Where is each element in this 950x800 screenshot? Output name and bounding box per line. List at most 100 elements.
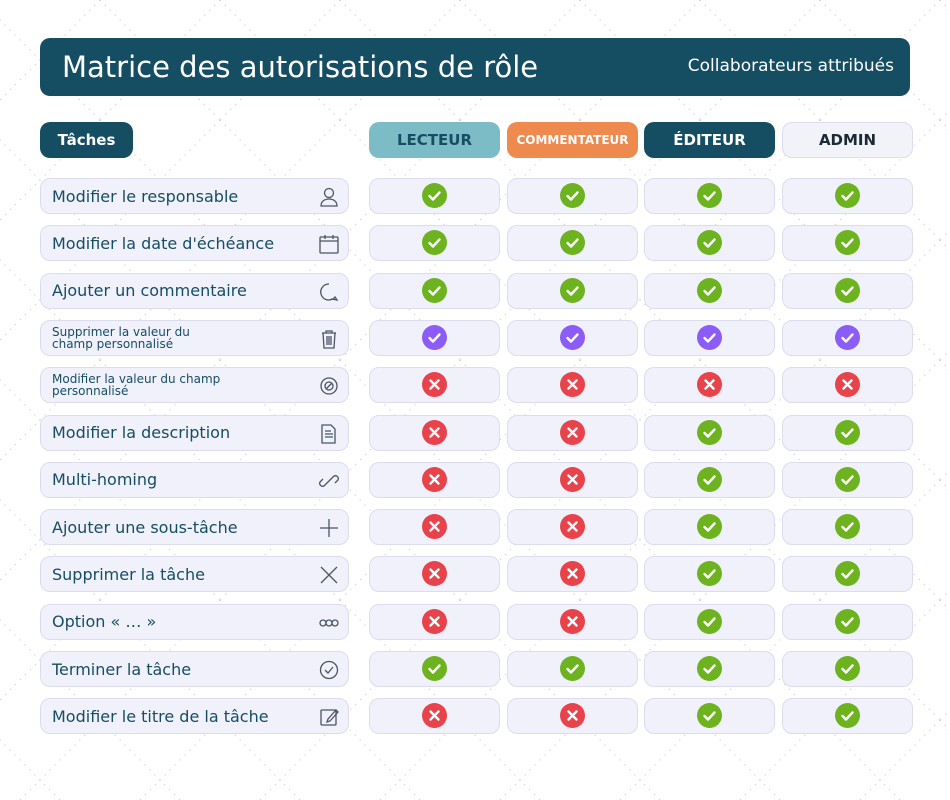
cross-icon xyxy=(696,372,722,398)
cross-icon xyxy=(421,466,447,492)
permission-cell xyxy=(507,556,638,593)
permission-cell xyxy=(644,367,775,404)
icon xyxy=(319,619,339,627)
icon xyxy=(320,709,339,726)
permission-cell xyxy=(507,367,638,404)
row-icon xyxy=(318,328,340,352)
check-icon xyxy=(834,608,860,634)
title: Matrice des autorisations de rôle xyxy=(62,50,539,84)
row-label: Multi-homing xyxy=(40,461,349,498)
check-icon xyxy=(696,703,722,729)
permission-cell xyxy=(369,178,500,214)
row-label-text: Ajouter un commentaire xyxy=(52,281,247,301)
cross-icon xyxy=(559,419,585,445)
permission-cell xyxy=(782,698,913,735)
check-icon xyxy=(421,230,447,256)
icon xyxy=(320,282,339,301)
icon xyxy=(320,519,338,538)
row-label: Modifier le responsable xyxy=(40,178,349,214)
row-label-text: Option « … » xyxy=(52,612,157,632)
check-icon xyxy=(834,230,860,256)
check-icon xyxy=(696,656,722,681)
permission-cell xyxy=(369,272,500,309)
permission-cell xyxy=(782,225,913,262)
check-icon xyxy=(559,277,585,303)
row-label: Modifier la description xyxy=(40,414,349,451)
row-icon xyxy=(318,470,340,496)
row-icon xyxy=(318,233,340,259)
permission-cell xyxy=(507,414,638,451)
permission-cell xyxy=(369,509,500,546)
permission-cell xyxy=(644,178,775,214)
permission-cell xyxy=(507,319,638,356)
corner-header: Tâches xyxy=(40,122,133,158)
icon xyxy=(320,187,338,207)
permission-cell xyxy=(782,178,913,214)
row-icon xyxy=(318,375,340,399)
row-label-text: Multi-homing xyxy=(52,470,158,490)
check-icon xyxy=(834,561,860,587)
cross-icon xyxy=(559,703,585,729)
permission-cell xyxy=(369,367,500,404)
check-icon xyxy=(696,183,722,208)
row-label: Supprimer la valeur du champ personnalis… xyxy=(40,319,349,356)
permission-cell xyxy=(369,698,500,735)
row-label-text: Supprimer la tâche xyxy=(52,564,205,584)
check-icon xyxy=(696,466,722,492)
row-icon xyxy=(318,423,340,449)
row-label-text: Ajouter une sous-tâche xyxy=(52,517,238,537)
permission-cell xyxy=(644,461,775,498)
check-icon xyxy=(421,277,447,303)
check-icon xyxy=(559,230,585,256)
permission-cell xyxy=(507,603,638,640)
permission-cell xyxy=(782,651,913,687)
check-icon xyxy=(559,324,585,350)
row-label: Modifier la date d'échéance xyxy=(40,225,349,262)
check-icon xyxy=(696,561,722,587)
permission-cell xyxy=(644,225,775,262)
check-icon xyxy=(834,277,860,303)
row-label-text: Modifier la description xyxy=(52,423,231,442)
row-icon xyxy=(318,517,340,543)
row-icon xyxy=(318,659,340,685)
permission-cell xyxy=(782,603,913,640)
cross-icon xyxy=(559,372,585,398)
check-icon xyxy=(421,183,447,208)
permission-cell xyxy=(782,414,913,451)
check-icon xyxy=(421,656,447,681)
icon xyxy=(319,474,339,487)
permission-cell xyxy=(644,272,775,309)
subtitle: Collaborateurs attribués xyxy=(687,56,894,76)
check-icon xyxy=(696,324,722,350)
icon xyxy=(320,566,338,584)
permission-cell xyxy=(782,319,913,356)
check-icon xyxy=(696,277,722,303)
permission-cell xyxy=(644,651,775,687)
cross-icon xyxy=(834,372,860,398)
permission-cell xyxy=(644,698,775,735)
permission-cell xyxy=(644,414,775,451)
check-icon xyxy=(559,183,585,208)
permission-cell xyxy=(369,225,500,262)
cross-icon xyxy=(421,514,447,540)
column-header: COMMENTATEUR xyxy=(507,122,638,158)
row-label-text: Modifier le responsable xyxy=(52,186,239,206)
header: Matrice des autorisations de rôle Collab… xyxy=(40,38,910,96)
check-icon xyxy=(834,514,860,540)
permission-cell xyxy=(644,556,775,593)
permission-cell xyxy=(644,603,775,640)
permission-cell xyxy=(507,225,638,262)
permission-cell xyxy=(369,651,500,687)
row-label: Supprimer la tâche xyxy=(40,556,349,593)
column-header: ÉDITEUR xyxy=(644,122,775,158)
check-icon xyxy=(421,324,447,350)
check-icon xyxy=(559,656,585,681)
check-icon xyxy=(834,324,860,350)
cross-icon xyxy=(559,608,585,634)
icon xyxy=(321,423,336,444)
cross-icon xyxy=(559,466,585,492)
row-label-text: Modifier la date d'échéance xyxy=(52,233,275,253)
permission-cell xyxy=(782,272,913,309)
icon xyxy=(322,330,336,349)
check-icon xyxy=(834,183,860,208)
